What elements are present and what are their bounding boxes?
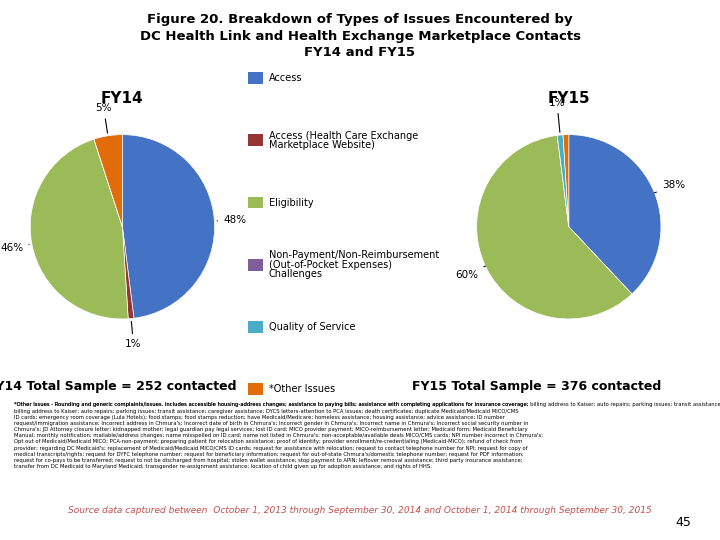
Text: Quality of Service: Quality of Service (269, 322, 355, 332)
Wedge shape (557, 135, 569, 227)
Wedge shape (94, 139, 122, 227)
Wedge shape (557, 136, 569, 227)
Title: FY14: FY14 (101, 91, 144, 106)
Text: 1%: 1% (125, 321, 142, 349)
Wedge shape (569, 134, 661, 294)
Text: Source data captured between  October 1, 2013 through September 30, 2014 and Oct: Source data captured between October 1, … (68, 506, 652, 515)
Text: FY14 Total Sample = 252 contacted: FY14 Total Sample = 252 contacted (0, 380, 236, 393)
Text: Marketplace Website): Marketplace Website) (269, 140, 374, 150)
Wedge shape (477, 136, 632, 319)
Wedge shape (569, 227, 632, 294)
Text: Access (Health Care Exchange: Access (Health Care Exchange (269, 131, 418, 140)
Wedge shape (30, 139, 128, 319)
Text: Non-Payment/Non-Reimbursement: Non-Payment/Non-Reimbursement (269, 250, 438, 260)
Text: Figure 20. Breakdown of Types of Issues Encountered by: Figure 20. Breakdown of Types of Issues … (147, 14, 573, 26)
Text: DC Health Link and Health Exchange Marketplace Contacts: DC Health Link and Health Exchange Marke… (140, 30, 580, 43)
Wedge shape (563, 134, 569, 227)
Wedge shape (122, 134, 215, 318)
Text: FY14 and FY15: FY14 and FY15 (305, 46, 415, 59)
Wedge shape (94, 139, 122, 227)
Text: 48%: 48% (217, 215, 246, 225)
Text: *Other Issues - Rounding and generic complaints/issues. Includes accessible hous: *Other Issues - Rounding and generic com… (14, 402, 544, 469)
Text: Challenges: Challenges (269, 269, 323, 279)
Wedge shape (122, 227, 134, 319)
Text: FY15 Total Sample = 376 contacted: FY15 Total Sample = 376 contacted (412, 380, 661, 393)
Text: 5%: 5% (96, 104, 112, 133)
Text: Eligibility: Eligibility (269, 198, 313, 207)
Text: (Out-of-Pocket Expenses): (Out-of-Pocket Expenses) (269, 260, 392, 269)
Text: 38%: 38% (654, 180, 685, 193)
Text: 46%: 46% (1, 243, 29, 253)
Text: 1%: 1% (549, 98, 565, 132)
Text: 45: 45 (675, 516, 691, 529)
Text: Access: Access (269, 73, 302, 83)
Text: 60%: 60% (456, 266, 485, 280)
Text: *Other Issues: *Other Issues (269, 384, 335, 394)
Title: FY15: FY15 (547, 91, 590, 106)
Wedge shape (94, 134, 122, 227)
Text: *Other Issues - Rounding and generic complaints/issues. Includes accessible hous: *Other Issues - Rounding and generic com… (14, 402, 720, 407)
